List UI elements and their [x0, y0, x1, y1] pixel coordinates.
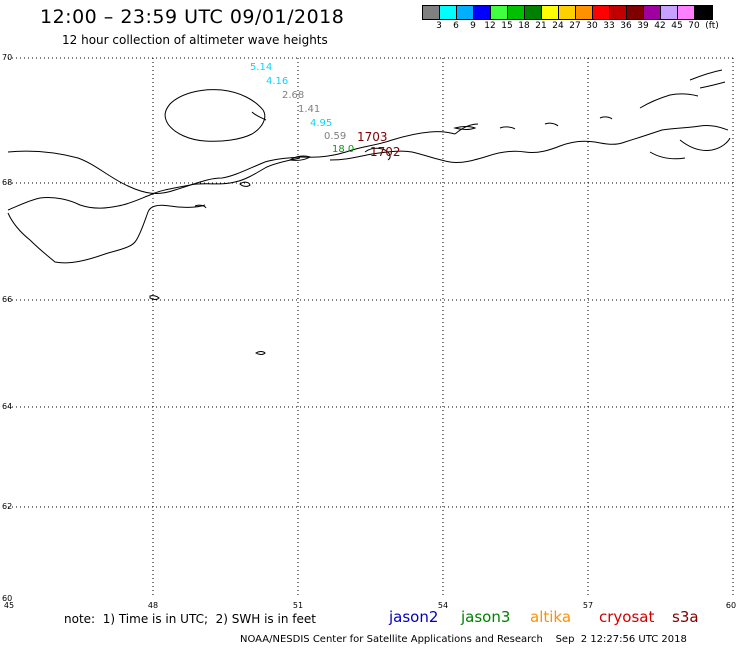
- lat-label: 60: [2, 594, 13, 603]
- satellite-cryosat-label: cryosat: [599, 608, 655, 626]
- legend-swatch: [440, 6, 457, 19]
- legend-swatch: [627, 6, 644, 19]
- wave-height-label: 18.0: [332, 144, 355, 155]
- wave-height-label: 2.68: [282, 90, 305, 101]
- satellite-s3a-label: s3a: [672, 608, 699, 626]
- legend-swatch: [610, 6, 627, 19]
- legend-swatch: [491, 6, 508, 19]
- legend-tick-label: 18: [518, 21, 530, 31]
- lon-label: 48: [147, 601, 159, 610]
- legend-swatch: [593, 6, 610, 19]
- legend-tick-label: 39: [637, 21, 649, 31]
- legend-tick-label: 21: [535, 21, 547, 31]
- legend-swatch: [678, 6, 695, 19]
- coastline: [7, 69, 731, 355]
- wave-height-label: 1.41: [298, 104, 321, 115]
- wave-height-label: 4.16: [266, 76, 289, 87]
- legend-swatch: [661, 6, 678, 19]
- legend-tick-label: 33: [603, 21, 615, 31]
- lon-label: 54: [437, 601, 449, 610]
- track-label: 1703: [357, 130, 388, 144]
- legend-tick-labels: 3 6 9 12 15 18 21 24 27 30 33 36 39 42 45 70 (ft): [422, 21, 740, 33]
- legend-swatch: [525, 6, 542, 19]
- satellite-jason3-label: jason3: [461, 608, 511, 626]
- wave-height-label: 5.14: [250, 62, 273, 73]
- wave-height-label: 0.59: [324, 131, 347, 142]
- legend-swatch: [559, 6, 576, 19]
- legend-tick-label: 24: [552, 21, 564, 31]
- legend-swatch: [474, 6, 491, 19]
- wave-height-label: 4.95: [310, 118, 333, 129]
- legend-tick-label: 27: [569, 21, 581, 31]
- legend-tick-label: 30: [586, 21, 598, 31]
- lat-label: 68: [2, 178, 13, 187]
- lat-label: 64: [2, 402, 13, 411]
- legend-tick-label: 3: [436, 21, 442, 31]
- wave-height-color-legend: [422, 5, 713, 20]
- legend-tick-label: 9: [470, 21, 476, 31]
- lat-label: 70: [2, 53, 13, 62]
- legend-tick-label: 45: [671, 21, 683, 31]
- lon-label: 45: [3, 601, 15, 610]
- lon-label: 60: [725, 601, 737, 610]
- legend-tick-label: 15: [501, 21, 513, 31]
- legend-tick-label: 42: [654, 21, 666, 31]
- footer-credit: NOAA/NESDIS Center for Satellite Applica…: [240, 634, 687, 645]
- units-note: note: 1) Time is in UTC; 2) SWH is in fe…: [64, 612, 316, 626]
- legend-swatch: [423, 6, 440, 19]
- map-subtitle: 12 hour collection of altimeter wave hei…: [62, 33, 328, 47]
- track-label: 1702: [370, 145, 401, 159]
- lat-label: 66: [2, 295, 13, 304]
- legend-swatch: [542, 6, 559, 19]
- legend-tick-label: 12: [484, 21, 496, 31]
- legend-swatch: [508, 6, 525, 19]
- legend-unit-label: (ft): [705, 21, 719, 31]
- lat-label: 62: [2, 502, 13, 511]
- legend-swatch: [695, 6, 712, 19]
- legend-swatch: [576, 6, 593, 19]
- lon-label: 57: [582, 601, 594, 610]
- satellite-jason2-label: jason2: [389, 608, 439, 626]
- satellite-altika-label: altika: [530, 608, 572, 626]
- legend-tick-label: 6: [453, 21, 459, 31]
- map-title: 12:00 – 23:59 UTC 09/01/2018: [40, 6, 345, 28]
- island-outline: [164, 89, 267, 142]
- legend-swatch: [644, 6, 661, 19]
- lon-label: 51: [292, 601, 304, 610]
- legend-swatch: [457, 6, 474, 19]
- legend-tick-label: 70: [688, 21, 700, 31]
- small-islands: [288, 116, 613, 161]
- legend-tick-label: 36: [620, 21, 632, 31]
